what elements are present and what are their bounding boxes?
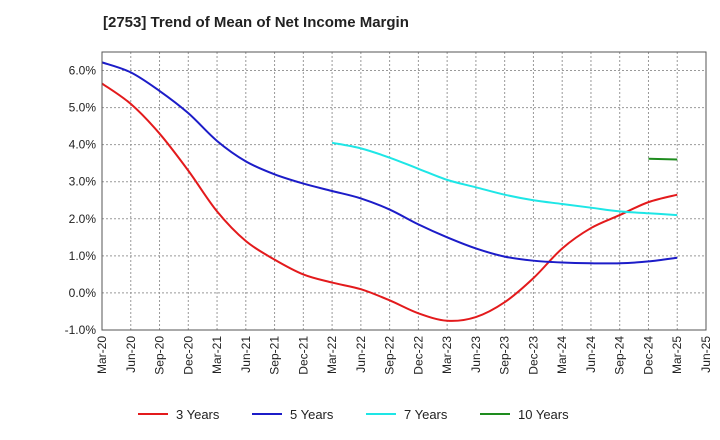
x-tick-label: Mar-22 — [325, 336, 339, 374]
plot-background — [102, 52, 706, 330]
x-tick-label: Dec-22 — [411, 336, 425, 375]
x-tick-label: Sep-21 — [268, 336, 282, 375]
y-tick-label: 4.0% — [69, 138, 97, 152]
legend-label: 7 Years — [404, 407, 448, 422]
series-line-10-years — [648, 157, 678, 161]
legend-label: 5 Years — [290, 407, 334, 422]
x-tick-label: Dec-23 — [526, 336, 540, 375]
x-tick-label: Jun-23 — [469, 336, 483, 373]
series-lines — [101, 61, 678, 322]
legend-label: 3 Years — [176, 407, 220, 422]
x-tick-label: Mar-24 — [555, 336, 569, 374]
y-tick-label: 2.0% — [69, 212, 97, 226]
x-tick-label: Mar-21 — [210, 336, 224, 374]
plot-frame — [101, 51, 707, 331]
x-tick-label: Sep-20 — [153, 336, 167, 375]
y-tick-label: 1.0% — [69, 249, 97, 263]
y-tick-label: -1.0% — [65, 323, 97, 337]
y-tick-label: 3.0% — [69, 175, 97, 189]
x-tick-label: Dec-20 — [181, 336, 195, 375]
x-tick-label: Dec-24 — [641, 336, 655, 375]
y-tick-label: 5.0% — [69, 101, 97, 115]
x-tick-label: Mar-25 — [670, 336, 684, 374]
y-axis-tick-labels: -1.0% 0.0% 1.0% 2.0% 3.0% 4.0% 5.0% 6.0% — [65, 64, 97, 337]
x-axis-tick-labels: Mar-20 Jun-20 Sep-20 Dec-20 Mar-21 Jun-21 Sep-… — [95, 336, 713, 375]
x-tick-label: Dec-21 — [296, 336, 310, 375]
legend: 3 Years 5 Years 7 Years 10 Years — [138, 407, 569, 422]
chart-title: [2753] Trend of Mean of Net Income Margi… — [103, 14, 409, 31]
series-line-7-years — [331, 141, 678, 217]
x-tick-label: Jun-21 — [239, 336, 253, 373]
x-tick-label: Jun-24 — [584, 336, 598, 373]
legend-label: 10 Years — [518, 407, 569, 422]
x-tick-label: Sep-22 — [383, 336, 397, 375]
y-tick-label: 0.0% — [69, 286, 97, 300]
series-line-3-years — [101, 82, 678, 322]
x-tick-label: Jun-25 — [699, 336, 713, 373]
y-tick-label: 6.0% — [69, 64, 97, 78]
x-tick-label: Mar-23 — [440, 336, 454, 374]
series-line-5-years — [101, 61, 678, 265]
x-tick-label: Jun-22 — [354, 336, 368, 373]
x-tick-label: Mar-20 — [95, 336, 109, 374]
x-tick-label: Jun-20 — [124, 336, 138, 373]
x-tick-label: Sep-24 — [613, 336, 627, 375]
x-tick-label: Sep-23 — [498, 336, 512, 375]
